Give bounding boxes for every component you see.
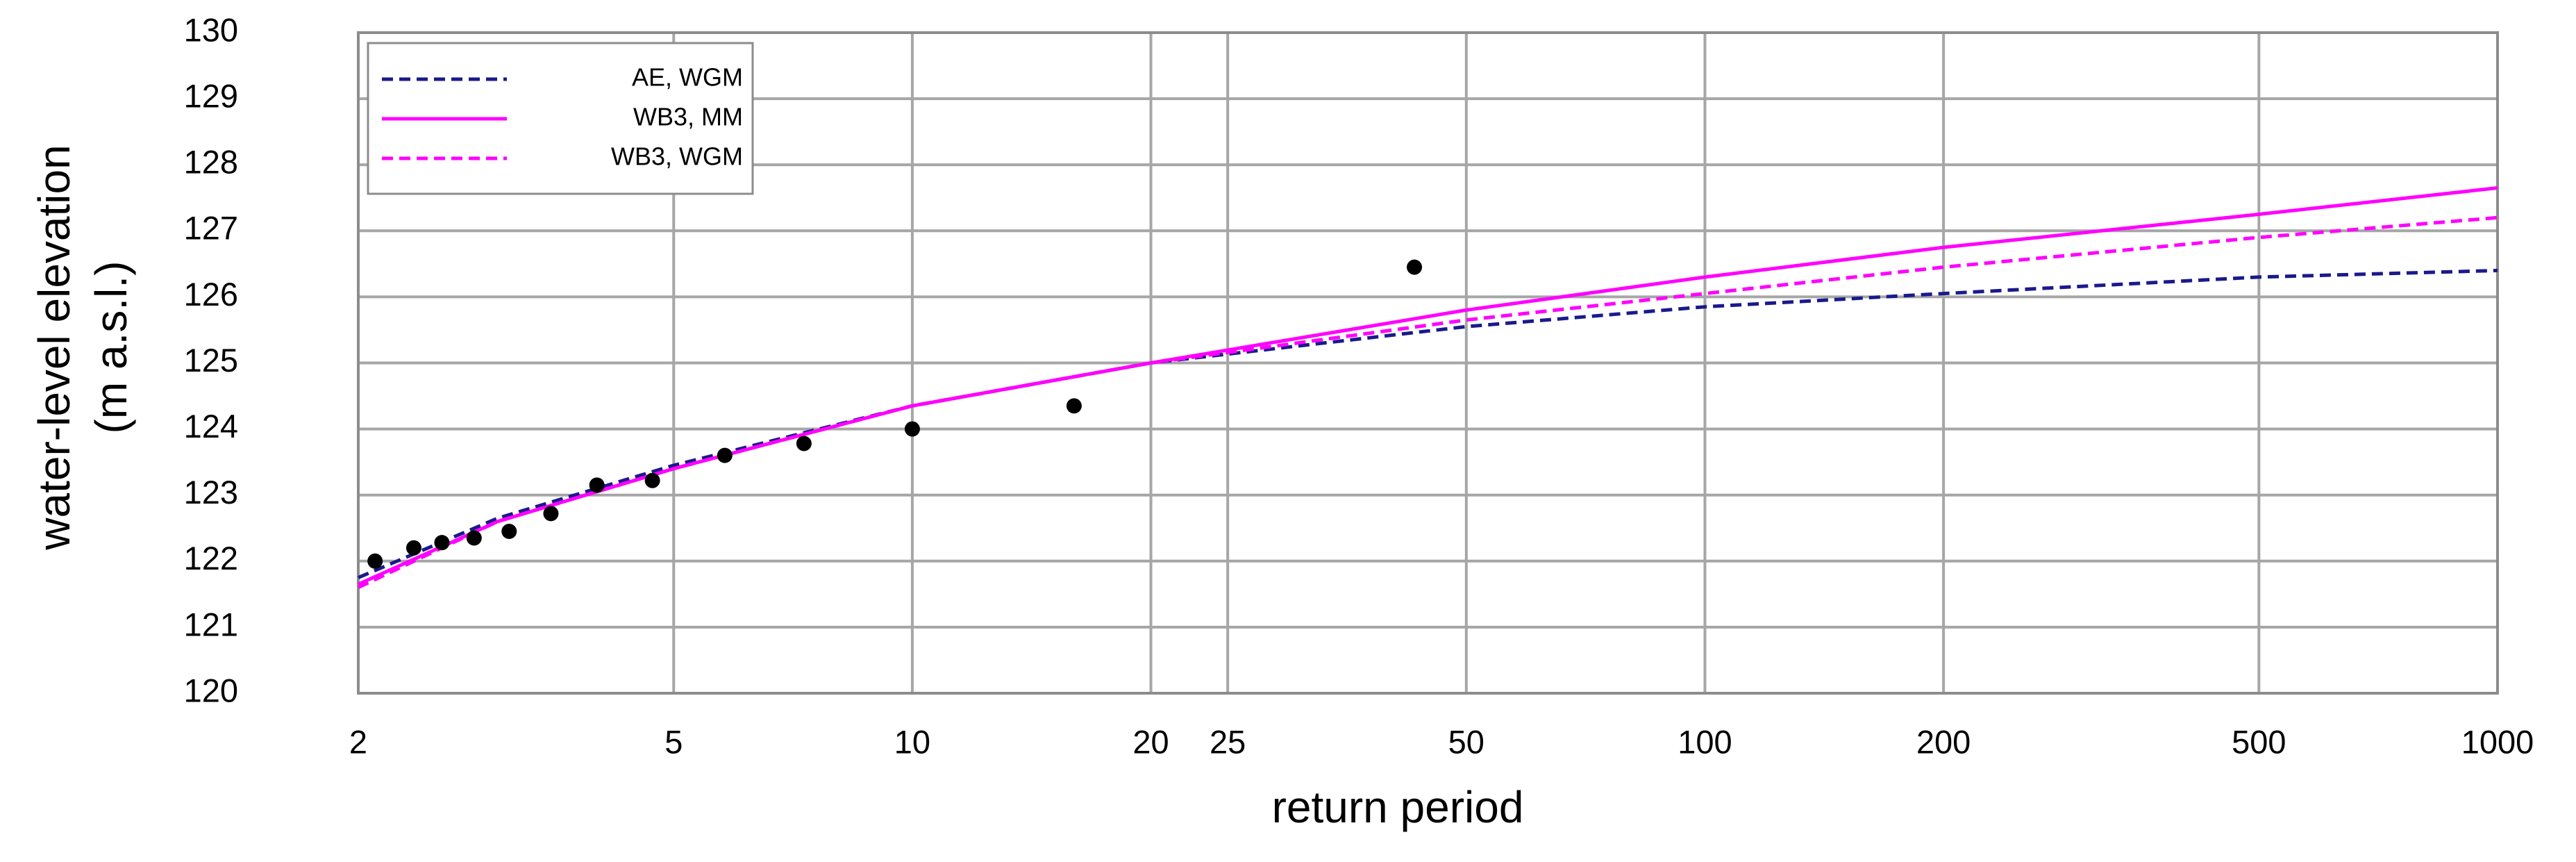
data-point [717, 447, 733, 463]
y-tick-label: 123 [184, 474, 238, 511]
y-tick-label: 128 [184, 144, 238, 181]
y-tick-label: 127 [184, 210, 238, 247]
data-point [367, 553, 383, 569]
y-tick-label: 120 [184, 672, 238, 708]
data-line [357, 186, 2498, 586]
data-point [796, 436, 812, 451]
y-tick-label: 124 [184, 408, 238, 445]
x-tick-label: 25 [1210, 723, 1246, 760]
plot-border [357, 31, 2499, 695]
x-axis-title: return period [1272, 782, 1524, 832]
x-tick-label: 10 [894, 723, 930, 760]
data-line [357, 215, 2498, 590]
y-tick-label: 122 [184, 540, 238, 577]
data-point [501, 524, 517, 540]
data-point [644, 472, 660, 488]
y-axis-title: water-level elevation [29, 144, 79, 550]
data-point [405, 540, 421, 556]
x-tick-label: 50 [1448, 723, 1484, 760]
x-tick-label: 500 [2232, 723, 2286, 760]
legend-label: AE, WGM [632, 63, 743, 92]
x-tick-label: 1000 [2461, 723, 2534, 760]
x-tick-label: 200 [1916, 723, 1971, 760]
data-point [1407, 259, 1423, 275]
x-tick-label: 5 [664, 723, 683, 760]
data-point [1066, 398, 1082, 414]
data-point [466, 530, 482, 546]
y-tick-label: 125 [184, 342, 238, 379]
data-point [434, 535, 450, 551]
data-point [543, 506, 559, 522]
y-tick-label: 129 [184, 78, 238, 115]
data-point [904, 421, 920, 437]
y-tick-label: 130 [184, 11, 238, 48]
y-tick-label: 126 [184, 276, 238, 313]
data-point [589, 477, 605, 493]
y-tick-label: 121 [184, 606, 238, 643]
legend-label: WB3, WGM [611, 142, 743, 171]
legend-label: WB3, MM [633, 103, 743, 131]
x-tick-label: 20 [1132, 723, 1169, 760]
y-axis-title: (m a.s.l.) [86, 261, 136, 434]
x-tick-label: 100 [1678, 723, 1732, 760]
data-line [358, 268, 2498, 579]
x-tick-label: 2 [349, 723, 367, 760]
